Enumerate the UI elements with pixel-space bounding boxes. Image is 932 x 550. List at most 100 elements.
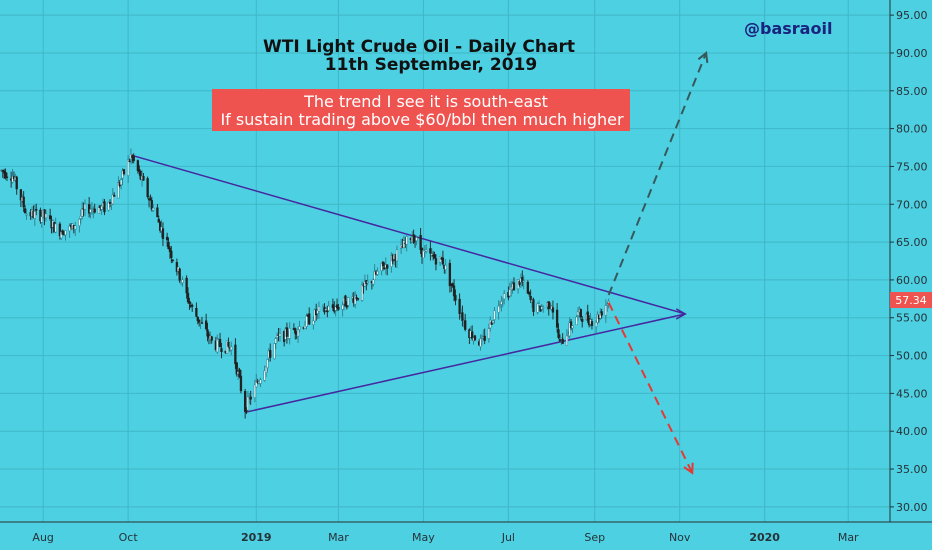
candle-body	[121, 170, 124, 179]
y-tick-label: 40.00	[896, 425, 928, 438]
candle-body	[93, 208, 96, 213]
candle-body	[196, 316, 199, 322]
candle-body	[87, 204, 91, 214]
grid	[0, 0, 890, 522]
candle-body	[590, 321, 594, 326]
candle-body	[161, 228, 165, 239]
candle-body	[136, 160, 140, 171]
candle-body	[227, 341, 230, 347]
candle-body	[25, 214, 28, 216]
y-tick-label: 95.00	[896, 9, 928, 22]
candle-body	[157, 218, 160, 223]
candle-body	[74, 225, 77, 230]
candle-body	[425, 249, 428, 252]
candle-body	[245, 409, 248, 412]
candle-body	[122, 169, 126, 175]
candle-body	[296, 329, 300, 337]
candle-body	[326, 310, 329, 313]
candle-body	[269, 350, 272, 358]
candle-body	[238, 369, 241, 378]
candle-body	[316, 310, 319, 314]
candle-body	[264, 366, 268, 374]
x-tick-label: Sep	[584, 531, 605, 544]
candle-body	[512, 282, 516, 291]
y-tick-label: 55.00	[896, 312, 928, 325]
candle-body	[444, 265, 447, 270]
candle-body	[594, 321, 598, 327]
candle-body	[497, 305, 500, 313]
candle-body	[341, 304, 344, 310]
candle-body	[571, 325, 574, 329]
candle-body	[581, 319, 584, 322]
candle-body	[498, 304, 502, 306]
candle-body	[167, 241, 170, 250]
candle-body	[356, 298, 360, 300]
x-tick-label: 2020	[749, 531, 780, 544]
x-tick-label: Oct	[119, 531, 139, 544]
candle-body	[561, 338, 564, 344]
candle-body	[568, 322, 571, 337]
candle-body	[195, 307, 198, 317]
note-line-2: If sustain trading above $60/bbl then mu…	[220, 110, 624, 129]
candle-body	[327, 305, 330, 311]
candle-body	[422, 250, 425, 259]
candle-body	[313, 309, 316, 322]
candle-body	[412, 234, 415, 243]
candle-body	[243, 391, 247, 412]
note-line-1: The trend I see it is south-east	[303, 92, 548, 111]
candle-body	[547, 301, 550, 310]
candle-body	[35, 209, 38, 211]
candle-body	[528, 292, 531, 295]
candle-body	[191, 304, 194, 307]
bullish-projection-arrow	[607, 52, 708, 296]
candle-body	[103, 201, 106, 213]
candle-body	[235, 362, 238, 375]
y-axis: 95.00 90.00 85.00 80.00 75.00 70.00 65.00 60.00…	[889, 0, 928, 522]
x-tick-label: Nov	[669, 531, 691, 544]
candle-body	[263, 370, 266, 381]
candle-body	[415, 237, 418, 241]
candle-body	[321, 305, 325, 307]
candle-body	[312, 320, 315, 325]
candle-body	[33, 210, 36, 219]
candle-body	[288, 327, 291, 339]
candle-body	[473, 335, 477, 341]
candle-body	[448, 262, 452, 287]
candles	[0, 148, 610, 419]
x-tick-label: May	[412, 531, 435, 544]
candle-body	[491, 320, 495, 324]
candle-body	[366, 281, 369, 284]
candle-body	[39, 209, 42, 222]
candle-body	[181, 279, 184, 284]
y-tick-label: 75.00	[896, 160, 928, 173]
candle-body	[542, 307, 545, 309]
candle-body	[526, 281, 530, 294]
candle-body	[60, 231, 63, 239]
chart-title: WTI Light Crude Oil - Daily Chart	[263, 37, 575, 57]
candle-body	[471, 331, 474, 339]
candle-body	[386, 264, 389, 269]
candle-body	[508, 289, 511, 297]
price-badge-text: 57.34	[895, 294, 927, 307]
candle-body	[44, 213, 48, 219]
candle-body	[168, 247, 172, 252]
candle-body	[204, 320, 208, 330]
apex-arrowhead	[675, 308, 687, 320]
candle-body	[334, 306, 337, 311]
candle-body	[185, 277, 188, 294]
candle-body	[89, 209, 92, 213]
candle-body	[22, 196, 25, 208]
candle-body	[331, 304, 335, 309]
candle-body	[344, 295, 347, 307]
candle-body	[551, 307, 555, 313]
candle-body	[536, 303, 539, 313]
lower-trendline	[244, 313, 686, 414]
candle-body	[308, 313, 311, 325]
candle-body	[345, 304, 348, 308]
candle-body	[335, 304, 339, 309]
candle-body	[529, 295, 532, 301]
y-tick-label: 65.00	[896, 236, 928, 249]
candle-body	[576, 311, 580, 316]
